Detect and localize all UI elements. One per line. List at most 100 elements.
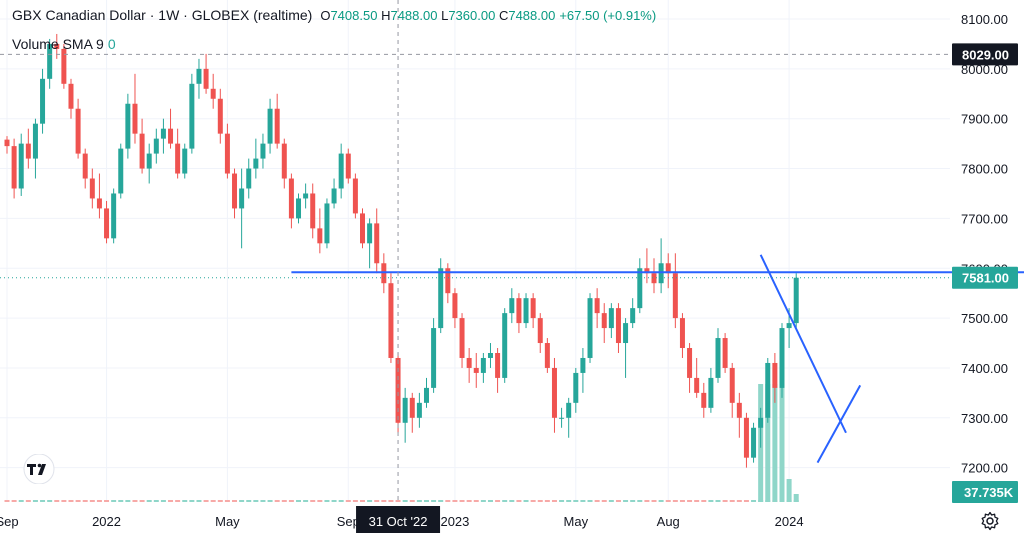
- candle-body: [82, 153, 88, 179]
- volume-bar: [530, 500, 536, 502]
- volume-bar: [331, 500, 337, 502]
- y-tick-label: 7200.00: [961, 461, 1008, 476]
- volume-bar: [4, 500, 10, 502]
- candle-body: [765, 362, 771, 418]
- volume-bar: [153, 500, 159, 502]
- candle-body: [473, 367, 479, 373]
- volume-bar: [168, 500, 174, 502]
- candle-body: [196, 68, 202, 84]
- candle-body: [736, 402, 742, 418]
- candle-body: [303, 193, 309, 199]
- volume-bar: [587, 500, 593, 502]
- volume-bar: [445, 500, 451, 502]
- volume-bar: [729, 500, 735, 502]
- candle-body: [452, 293, 458, 319]
- crosshair-date-label: 31 Oct '22: [369, 514, 428, 529]
- volume-bar: [32, 500, 38, 502]
- crosshair-date-tag: [356, 506, 441, 533]
- tradingview-logo-icon[interactable]: [20, 454, 58, 484]
- volume-bar: [260, 500, 266, 502]
- volume-bar: [217, 500, 223, 502]
- candle-body: [594, 298, 600, 314]
- y-tick-label: 8100.00: [961, 12, 1008, 27]
- crosshair-price-tag: [952, 43, 1018, 66]
- candle-body: [772, 362, 778, 388]
- x-tick-label: Sep: [337, 514, 360, 529]
- candle-body: [559, 417, 565, 419]
- candle-body: [395, 357, 401, 423]
- last-price-label: 7581.00: [962, 271, 1009, 286]
- gear-icon[interactable]: [980, 511, 1000, 531]
- volume-bar: [623, 500, 629, 502]
- candle-body: [758, 417, 764, 428]
- volume-bar: [715, 500, 721, 502]
- candle-body: [75, 108, 81, 154]
- volume-bar: [246, 500, 252, 502]
- candle-body: [466, 357, 472, 368]
- candle-body: [374, 223, 380, 264]
- candle-body: [104, 208, 110, 239]
- volume-bar: [637, 500, 643, 502]
- candle-body: [793, 277, 799, 324]
- open-key: O: [320, 8, 331, 23]
- candle-body: [729, 367, 735, 403]
- high-value: 7488.00: [390, 8, 438, 23]
- volume-bar: [665, 500, 671, 502]
- volume-bar: [388, 500, 394, 502]
- y-tick-label: 7300.00: [961, 411, 1008, 426]
- volume-bar: [303, 500, 309, 502]
- volume-bar: [360, 500, 365, 502]
- candle-body: [523, 298, 529, 324]
- y-tick-label: 7500.00: [961, 311, 1008, 326]
- volume-bar: [267, 500, 273, 502]
- trend-line[interactable]: [759, 254, 847, 434]
- candle-body: [175, 143, 181, 174]
- volume-bar: [438, 500, 444, 502]
- candle-body: [708, 377, 714, 408]
- x-tick-label: May: [215, 514, 240, 529]
- x-tick-label: 2024: [775, 514, 804, 529]
- volume-bar: [765, 384, 771, 502]
- candle-body: [480, 357, 486, 373]
- candle-body: [32, 123, 38, 159]
- candle-body: [132, 103, 138, 134]
- volume-bar: [608, 500, 614, 502]
- symbol-title[interactable]: GBX Canadian Dollar · 1W · GLOBEX (realt…: [12, 7, 313, 23]
- volume-bar: [395, 500, 401, 502]
- candle-body: [118, 148, 124, 194]
- candle-body: [779, 328, 785, 388]
- volume-bar: [722, 500, 728, 502]
- x-tick-label: May: [564, 514, 589, 529]
- volume-bar: [47, 500, 53, 502]
- candle-body: [18, 143, 24, 189]
- candle-body: [96, 198, 102, 209]
- volume-bar: [473, 500, 479, 502]
- trend-line[interactable]: [816, 384, 862, 464]
- volume-bar: [132, 500, 138, 502]
- volume-bar: [615, 500, 621, 502]
- candle-body: [232, 173, 238, 209]
- candle-body: [288, 178, 294, 219]
- x-tick-label: Sep: [0, 514, 19, 529]
- volume-bar: [367, 500, 373, 502]
- volume-bar: [786, 479, 792, 502]
- volume-bar: [310, 500, 316, 502]
- x-tick-label: Aug: [657, 514, 680, 529]
- candle-body: [239, 188, 245, 209]
- candle-body: [459, 318, 465, 358]
- candle-body: [630, 308, 636, 324]
- volume-bar: [381, 500, 387, 502]
- volume-bar: [679, 500, 685, 502]
- volume-bar: [160, 500, 166, 502]
- volume-bar: [196, 500, 202, 502]
- volume-bar: [751, 500, 757, 502]
- candle-body: [587, 298, 593, 358]
- candle-body: [687, 348, 693, 378]
- candle-body: [281, 143, 287, 179]
- candle-body: [679, 318, 685, 349]
- volume-bar: [580, 500, 586, 502]
- volume-bar: [104, 500, 110, 502]
- volume-bar: [480, 500, 486, 502]
